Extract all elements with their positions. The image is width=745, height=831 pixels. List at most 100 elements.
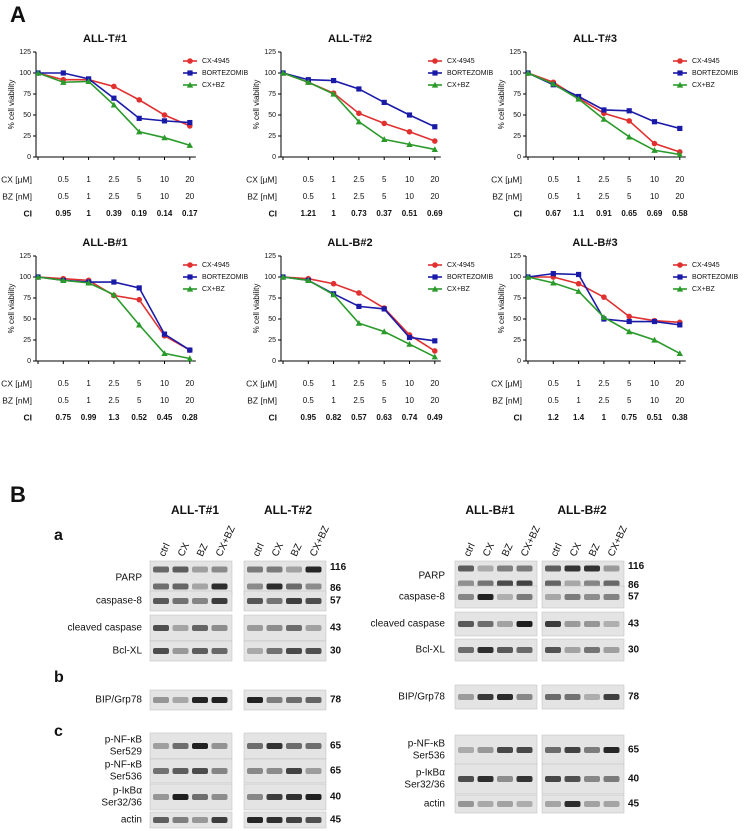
y-tick-label: 0 bbox=[517, 154, 521, 161]
row-label: BZ [nM] bbox=[492, 191, 522, 201]
blot-band bbox=[477, 694, 494, 700]
point bbox=[550, 80, 557, 87]
y-tick-label: 50 bbox=[513, 112, 521, 119]
row-value: 0.67 bbox=[546, 209, 562, 218]
blot-band bbox=[516, 565, 533, 572]
row-value: 0.57 bbox=[351, 413, 367, 422]
blot-band bbox=[584, 694, 600, 700]
blot-band bbox=[247, 648, 263, 654]
point bbox=[34, 69, 42, 76]
lane-label: CX+BZ bbox=[308, 524, 332, 558]
blot-band bbox=[458, 694, 474, 700]
legend-marker bbox=[186, 285, 194, 292]
point bbox=[305, 277, 312, 283]
legend-marker bbox=[677, 70, 683, 76]
mw-label: 65 bbox=[330, 766, 342, 777]
blot-band bbox=[192, 743, 208, 749]
blot-band bbox=[477, 621, 494, 627]
blot-band bbox=[516, 594, 533, 600]
blot-band bbox=[584, 801, 600, 807]
y-tick-label: 25 bbox=[23, 133, 31, 140]
blot-band bbox=[305, 598, 322, 604]
blot-band bbox=[305, 768, 322, 774]
row-value: 0.19 bbox=[131, 209, 147, 218]
blot-band bbox=[211, 743, 228, 749]
y-axis-label: % cell viability bbox=[7, 284, 16, 334]
point bbox=[111, 83, 117, 90]
series-line bbox=[37, 276, 191, 351]
blot-band bbox=[497, 594, 513, 600]
legend-marker bbox=[432, 274, 438, 280]
blot-band bbox=[545, 580, 561, 587]
legend-label: CX+BZ bbox=[447, 286, 470, 293]
row-value: 0.99 bbox=[81, 413, 97, 422]
protein-label: Ser536 bbox=[110, 772, 143, 783]
blot-band bbox=[603, 776, 620, 782]
row-value: 5 bbox=[382, 175, 387, 184]
blot-band bbox=[516, 580, 533, 587]
row-value: 0.52 bbox=[131, 413, 147, 422]
y-tick-label: 50 bbox=[23, 112, 31, 119]
section-letter: a bbox=[54, 527, 63, 544]
protein-label: BIP/Grp78 bbox=[398, 692, 445, 703]
blot-band bbox=[286, 817, 302, 823]
mw-label: 30 bbox=[330, 646, 342, 657]
row-value: 0.38 bbox=[672, 413, 688, 422]
legend-marker bbox=[677, 58, 683, 64]
row-value: 0.5 bbox=[58, 379, 70, 388]
y-tick-label: 100 bbox=[509, 274, 521, 281]
blot-background bbox=[243, 689, 327, 711]
point bbox=[331, 77, 337, 84]
row-value: 0.5 bbox=[303, 379, 315, 388]
point bbox=[677, 125, 683, 132]
row-value: 0.5 bbox=[548, 396, 560, 405]
row-value: 2.5 bbox=[598, 175, 610, 184]
row-value: 2.5 bbox=[108, 379, 120, 388]
blot-band bbox=[247, 817, 263, 823]
legend-label: CX-4945 bbox=[447, 58, 475, 65]
y-tick-label: 25 bbox=[513, 133, 521, 140]
lane-label: BZ bbox=[195, 542, 210, 558]
legend-marker bbox=[677, 274, 683, 280]
point bbox=[432, 138, 438, 144]
blot-band bbox=[497, 747, 513, 753]
blot-band bbox=[458, 647, 474, 653]
y-tick-label: 125 bbox=[19, 253, 31, 260]
blot-band bbox=[211, 648, 228, 654]
row-value: 2.5 bbox=[353, 396, 365, 405]
point bbox=[187, 119, 193, 126]
row-value: 0.63 bbox=[376, 413, 392, 422]
blot-band bbox=[516, 694, 533, 700]
y-tick-label: 100 bbox=[264, 274, 276, 281]
point bbox=[626, 108, 632, 114]
row-value: 5 bbox=[627, 192, 632, 201]
row-label: CI bbox=[24, 208, 33, 218]
blot-band bbox=[584, 594, 600, 600]
row-value: 10 bbox=[650, 175, 659, 184]
protein-label: p-NF-κB bbox=[408, 739, 446, 750]
blot-band bbox=[172, 817, 189, 823]
protein-label: Ser529 bbox=[110, 747, 143, 758]
point bbox=[186, 355, 193, 362]
row-value: 20 bbox=[185, 396, 194, 405]
legend-marker bbox=[431, 81, 439, 88]
blot-background bbox=[454, 638, 538, 662]
point bbox=[356, 290, 362, 296]
blot-band bbox=[497, 647, 513, 653]
row-value: 0.37 bbox=[376, 209, 392, 218]
blot-band bbox=[153, 817, 169, 823]
protein-label: BIP/Grp78 bbox=[95, 695, 142, 706]
mw-label: 57 bbox=[330, 596, 342, 607]
blot-band bbox=[247, 598, 263, 604]
row-value: 0.5 bbox=[303, 396, 315, 405]
y-tick-label: 25 bbox=[268, 133, 276, 140]
blot-background bbox=[243, 560, 327, 596]
legend-label: CX-4945 bbox=[202, 58, 230, 65]
row-value: 2.5 bbox=[108, 192, 120, 201]
row-value: 2.5 bbox=[353, 379, 365, 388]
legend-label: CX-4945 bbox=[692, 262, 720, 269]
point bbox=[136, 285, 142, 291]
mw-label: 116 bbox=[628, 561, 645, 572]
blot-band bbox=[477, 776, 494, 782]
point bbox=[60, 70, 66, 76]
